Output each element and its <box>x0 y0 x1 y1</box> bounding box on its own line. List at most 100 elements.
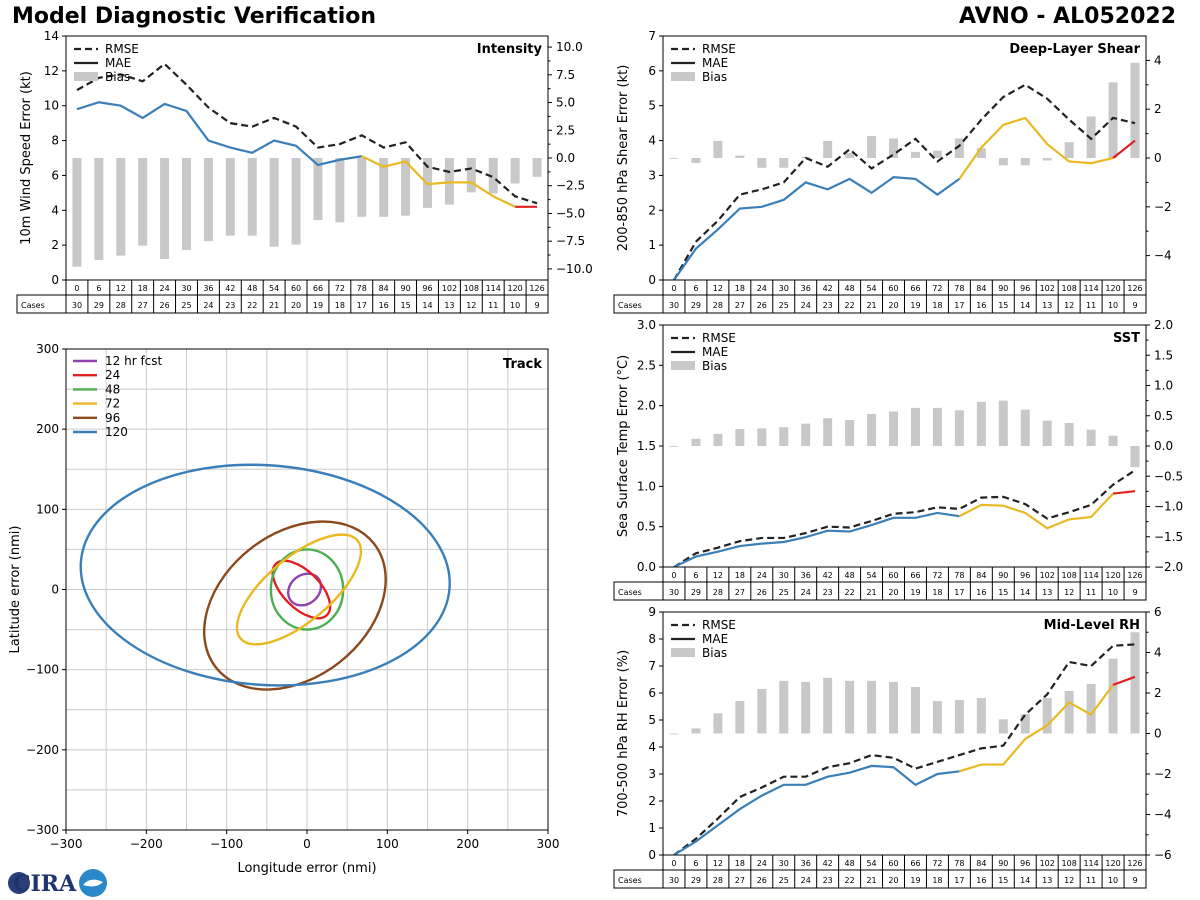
rh-case-count-10: 20 <box>888 876 898 885</box>
shear-bias-bar-14 <box>976 148 986 158</box>
intensity-cases-label: Cases <box>21 301 45 310</box>
intensity-leadtime-20: 120 <box>507 284 522 293</box>
sst-bias-bar-4 <box>757 428 767 446</box>
sst-ytick-label-5: 2.5 <box>637 358 656 372</box>
sst-rmse-line <box>673 469 1136 568</box>
sst-title: SST <box>1113 331 1140 346</box>
sst-leadtime-4: 24 <box>757 571 767 580</box>
sst-bias-bar-13 <box>954 410 964 446</box>
track-ytick-label-0: −300 <box>26 823 59 837</box>
shear-ytick-label-6: 6 <box>648 64 656 78</box>
shear-bias-bar-17 <box>1042 158 1052 161</box>
intensity-bias-bar-19 <box>488 158 498 194</box>
track-xlabel: Longitude error (nmi) <box>237 861 376 876</box>
sst-case-count-17: 13 <box>1042 588 1052 597</box>
shear-leadtime-13: 78 <box>954 284 964 293</box>
shear-bias-bar-1 <box>691 158 701 163</box>
rh-bias-bar-18 <box>1064 690 1074 734</box>
sst-y2tick-label-0: −2.0 <box>1154 560 1183 574</box>
shear-rmse-line <box>673 83 1136 281</box>
intensity-ytick-label-1: 2 <box>51 238 59 252</box>
shear-y2tick-label-4: 4 <box>1154 53 1162 67</box>
sst-case-count-5: 25 <box>779 588 789 597</box>
sst-bias-bar-20 <box>1108 435 1118 446</box>
rh-case-count-14: 16 <box>976 876 986 885</box>
shear-case-count-16: 14 <box>1020 301 1030 310</box>
intensity-leadtime-21: 126 <box>529 284 544 293</box>
sst-case-count-16: 14 <box>1020 588 1030 597</box>
rh-mae-line-early <box>673 764 960 856</box>
sst-leadtime-17: 102 <box>1040 571 1055 580</box>
intensity-bias-bar-11 <box>313 158 323 221</box>
sst-case-count-12: 18 <box>932 588 942 597</box>
shear-leadtime-3: 18 <box>735 284 745 293</box>
sst-bias-bar-11 <box>910 407 920 446</box>
sst-bias-bar-0 <box>669 446 679 447</box>
intensity-case-count-13: 17 <box>357 301 367 310</box>
rh-case-count-19: 11 <box>1086 876 1096 885</box>
intensity-y2tick-label-8: 10.0 <box>556 40 583 54</box>
sst-ytick-label-3: 1.5 <box>637 439 656 453</box>
sst-y2tick-label-3: −0.5 <box>1154 469 1183 483</box>
sst-leadtime-1: 6 <box>693 571 698 580</box>
rh-case-count-3: 27 <box>735 876 745 885</box>
sst-case-count-13: 17 <box>954 588 964 597</box>
sst-leadtime-9: 54 <box>866 571 876 580</box>
intensity-leadtime-16: 96 <box>422 284 432 293</box>
track-legend-label-0: 12 hr fcst <box>105 354 163 368</box>
rh-ytick-label-2: 2 <box>648 794 656 808</box>
sst-mae-line-late <box>1112 490 1136 495</box>
sst-leadtime-7: 42 <box>823 571 833 580</box>
intensity-case-count-11: 19 <box>313 301 323 310</box>
rh-leadtime-17: 102 <box>1040 859 1055 868</box>
shear-leadtime-16: 96 <box>1020 284 1030 293</box>
intensity-bias-bar-5 <box>182 158 191 251</box>
rh-case-count-4: 26 <box>757 876 767 885</box>
sst-leadtime-5: 30 <box>779 571 789 580</box>
shear-y2tick-label-1: −2 <box>1154 200 1172 214</box>
shear-leadtime-9: 54 <box>866 284 876 293</box>
shear-bias-bar-19 <box>1086 116 1096 158</box>
sst-y2tick-label-2: −1.0 <box>1154 500 1183 514</box>
rh-bias-bar-20 <box>1108 658 1118 734</box>
intensity-leadtime-8: 48 <box>247 284 257 293</box>
sst-ytick-label-4: 2.0 <box>637 399 656 413</box>
rh-bias-bar-21 <box>1130 632 1140 734</box>
shear-bias-bar-20 <box>1108 82 1118 158</box>
sst-leadtime-18: 108 <box>1062 571 1077 580</box>
shear-case-count-9: 21 <box>866 301 876 310</box>
sst-bias-bar-21 <box>1130 446 1140 468</box>
shear-case-count-12: 18 <box>932 301 942 310</box>
storm-id: AVNO - AL052022 <box>958 4 1176 29</box>
rh-ytick-label-7: 7 <box>648 659 656 673</box>
intensity-leadtime-15: 90 <box>400 284 410 293</box>
sst-leadtime-13: 78 <box>954 571 964 580</box>
shear-ytick-label-2: 2 <box>648 203 656 217</box>
track-ellipse-1 <box>271 559 332 620</box>
shear-mae-line-early <box>673 176 961 281</box>
track-ellipse-4 <box>203 520 387 691</box>
intensity-case-count-14: 16 <box>379 301 389 310</box>
shear-leadtime-12: 72 <box>932 284 942 293</box>
sst-case-count-7: 23 <box>823 588 833 597</box>
shear-bias-bar-13 <box>954 138 964 158</box>
sst-bias-bar-7 <box>823 418 833 446</box>
shear-ytick-label-3: 3 <box>648 168 656 182</box>
shear-case-count-10: 20 <box>888 301 898 310</box>
shear-legend-mae-label: MAE <box>702 56 728 70</box>
shear-case-count-4: 26 <box>757 301 767 310</box>
rh-bias-bar-0 <box>669 733 679 735</box>
intensity-ylabel: 10m Wind Speed Error (kt) <box>19 71 34 245</box>
sst-case-count-2: 28 <box>713 588 723 597</box>
rh-case-count-11: 19 <box>910 876 920 885</box>
sst-bias-bar-6 <box>801 423 811 446</box>
shear-y2tick-label-3: 2 <box>1154 102 1162 116</box>
sst-bias-bar-9 <box>867 413 877 446</box>
intensity-case-count-17: 13 <box>444 301 454 310</box>
page-title: Model Diagnostic Verification <box>12 4 377 29</box>
intensity-bias-bar-2 <box>116 158 126 256</box>
shear-y2tick-label-2: 0 <box>1154 151 1162 165</box>
sst-leadtime-14: 84 <box>976 571 986 580</box>
track-ylabel: Latitude error (nmi) <box>8 526 23 654</box>
sst-legend-bias-label: Bias <box>702 359 727 373</box>
